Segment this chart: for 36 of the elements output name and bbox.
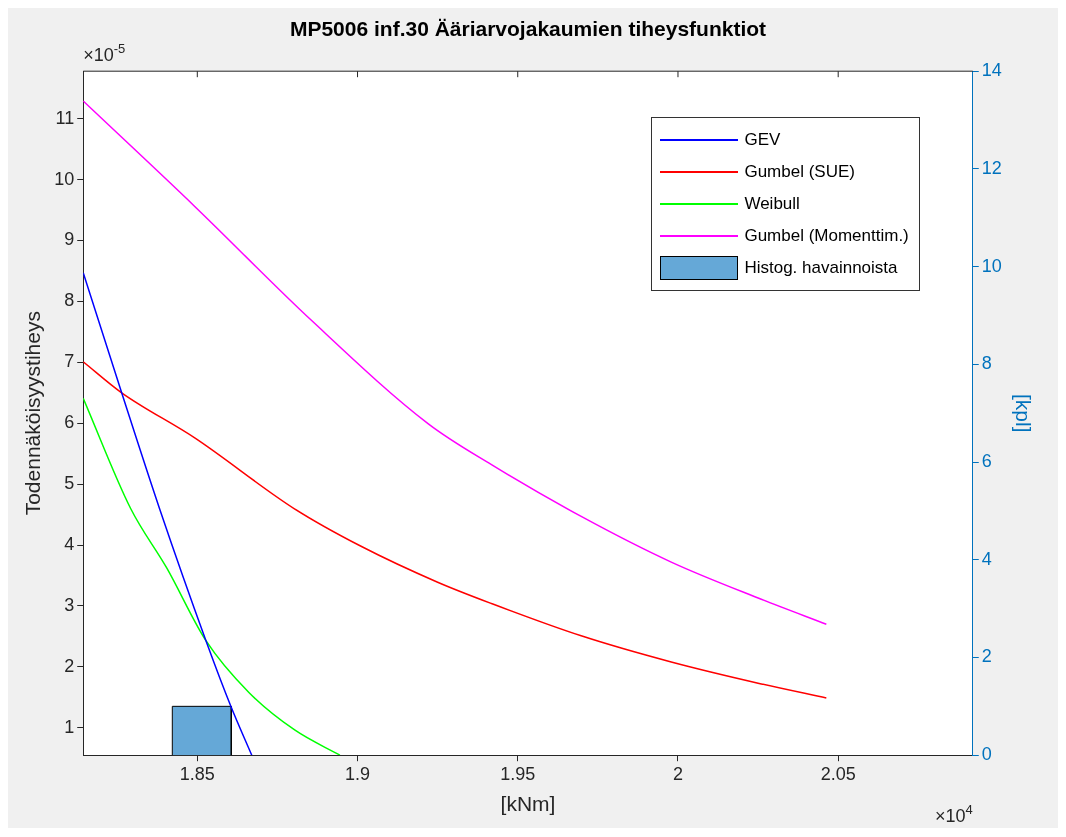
line-series [83, 360, 828, 699]
y2-tick-label: 4 [981, 548, 992, 569]
line-series [83, 272, 253, 756]
chart-title: MP5006 inf.30 Ääriarvojakaumien tiheysfunktiot [289, 17, 767, 41]
x-axis-title: [kNm] [500, 792, 556, 816]
y2-tick-label: 14 [981, 60, 1002, 81]
y-tick-label: 8 [64, 290, 75, 311]
x-tick-label: 2 [672, 763, 683, 784]
legend-label: Gumbel (Momenttim.) [744, 226, 909, 247]
y2-tick-label: 10 [981, 255, 1002, 276]
x-tick-label: 1.85 [179, 763, 215, 784]
y-tick-label: 4 [64, 534, 75, 555]
y-tick-label: 1 [64, 716, 75, 737]
x-tick-label: 2.05 [820, 763, 856, 784]
line-series [83, 397, 341, 756]
legend-label: GEV [744, 130, 781, 151]
y2-tick-label: 2 [981, 646, 992, 667]
y-tick-label: 9 [64, 229, 75, 250]
y-tick-label: 3 [64, 594, 75, 615]
y-tick-label: 5 [64, 473, 75, 494]
y2-axis-title: [kpl] [1011, 393, 1035, 433]
y2-tick-label: 0 [981, 744, 992, 765]
y-tick-label: 2 [64, 655, 75, 676]
y2-tick-label: 8 [981, 353, 992, 374]
legend-label: Gumbel (SUE) [744, 162, 855, 183]
legend-label: Histog. havainnoista [744, 258, 898, 279]
legend-label: Weibull [744, 194, 800, 215]
y2-tick-label: 6 [981, 451, 992, 472]
y-tick-label: 7 [64, 351, 75, 372]
x-tick-label: 1.95 [500, 763, 536, 784]
y2-tick-label: 12 [981, 157, 1002, 178]
x-tick-label: 1.9 [345, 763, 371, 784]
y-axis-title: Todennäköisyystiheys [21, 311, 45, 516]
y-tick-label: 6 [64, 412, 75, 433]
y-tick-label: 11 [55, 107, 75, 128]
y-tick-label: 10 [54, 168, 75, 189]
